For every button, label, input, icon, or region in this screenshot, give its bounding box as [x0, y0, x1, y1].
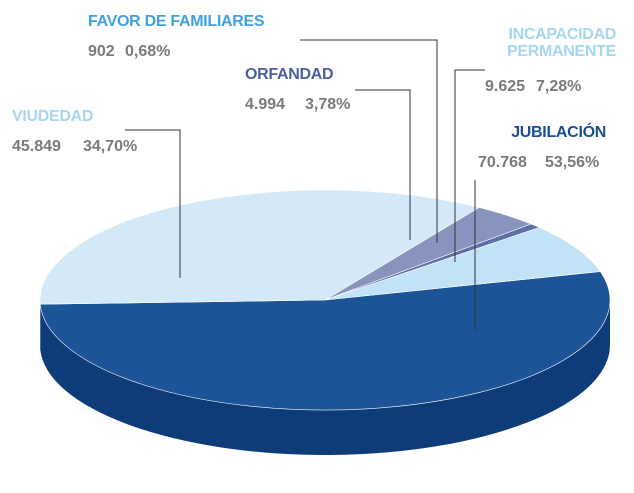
slice-label: FAVOR DE FAMILIARES [88, 13, 265, 30]
value-label: 9.625 [485, 78, 526, 95]
leader-line [300, 39, 438, 243]
percentage-label: 0,68% [125, 43, 171, 60]
percentage-label: 53,56% [545, 154, 600, 171]
slice-label: VIUDEDAD [12, 108, 94, 125]
value-label: 45.849 [12, 138, 61, 155]
value-label: 70.768 [478, 154, 527, 171]
slice [324, 227, 601, 301]
slice [39, 189, 480, 305]
percentage-label: 3,78% [305, 96, 351, 113]
slice-label: INCAPACIDAD PERMANENTE [506, 26, 616, 60]
slice-label: JUBILACIÓN [511, 124, 606, 141]
slice [39, 271, 611, 411]
leader-line [454, 69, 485, 262]
leader-line [125, 129, 181, 278]
leader-line [355, 89, 411, 240]
slices [39, 189, 611, 455]
slice-side [40, 300, 611, 455]
value-label: 902 [88, 43, 115, 60]
value-label: 4.994 [245, 96, 286, 113]
percentage-label: 34,70% [83, 138, 138, 155]
slice-label: ORFANDAD [245, 66, 334, 83]
percentage-label: 7,28% [536, 78, 582, 95]
